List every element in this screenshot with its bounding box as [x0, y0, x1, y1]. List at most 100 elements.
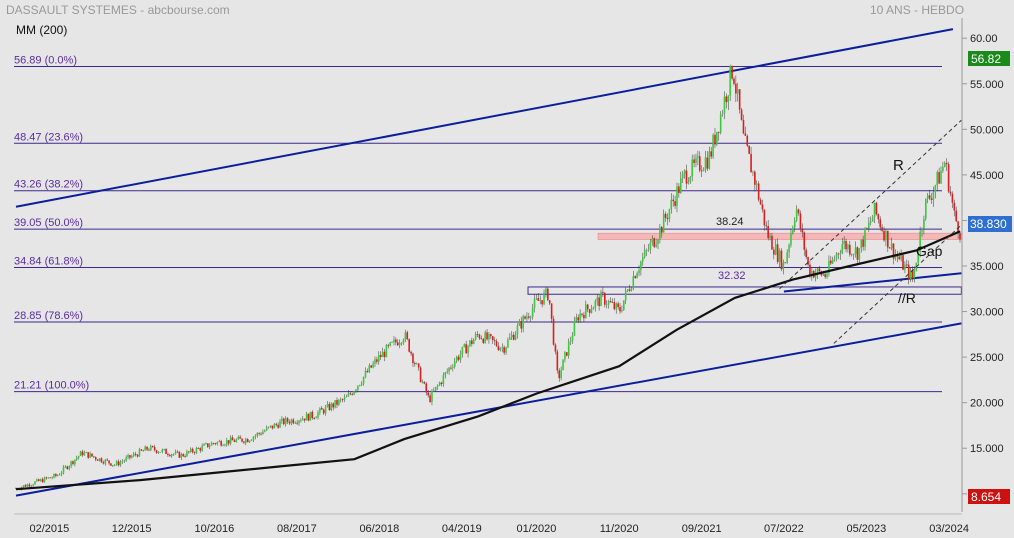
candle [262, 429, 264, 435]
candle [324, 404, 327, 416]
candle [670, 193, 673, 214]
candle [535, 294, 538, 301]
candle [106, 458, 108, 462]
candle [117, 459, 120, 467]
candle [757, 181, 760, 202]
candle [131, 454, 133, 459]
candle [374, 356, 376, 367]
candle [509, 333, 511, 341]
candle [482, 338, 485, 345]
y-tick-label: 30.000 [970, 307, 1004, 319]
candle [286, 417, 289, 425]
candle [788, 243, 790, 258]
candle [871, 215, 874, 222]
candle [339, 397, 342, 403]
channel-lines [779, 119, 962, 344]
candle [400, 342, 403, 346]
candle [716, 131, 718, 147]
candle [229, 435, 232, 446]
candle [269, 425, 272, 428]
candle [596, 294, 599, 306]
candle [679, 171, 682, 194]
moving-average-200-line [15, 230, 961, 491]
candle [497, 342, 500, 352]
candle [174, 449, 177, 455]
candle [495, 338, 498, 348]
candle [222, 443, 224, 447]
candle [328, 401, 331, 411]
candle [210, 441, 213, 446]
trend-line-upper-channel [15, 28, 954, 208]
candle [157, 451, 160, 455]
candle [885, 228, 887, 247]
chart-title: DASSAULT SYSTEMES - abcbourse.com [6, 3, 230, 17]
candle [640, 260, 642, 276]
candle [955, 206, 958, 222]
candle [807, 256, 809, 267]
candle [830, 256, 832, 266]
candle [51, 476, 53, 480]
fib-level-label: 56.89 (0.0%) [14, 55, 77, 67]
candle [355, 388, 357, 394]
annotation-gap: Gap [916, 243, 943, 259]
candle [926, 192, 929, 204]
candle [835, 251, 838, 262]
candle [438, 381, 441, 387]
candle [159, 451, 162, 453]
candle [381, 347, 384, 358]
candle [864, 227, 866, 251]
candle [505, 346, 507, 355]
candle [406, 330, 409, 341]
candle [748, 145, 750, 155]
candle [653, 237, 655, 249]
channel-line [833, 224, 962, 344]
candle [953, 199, 956, 217]
candle [446, 368, 448, 375]
candle [235, 438, 238, 443]
candle [773, 246, 775, 260]
candle [241, 438, 243, 443]
candle [212, 442, 215, 445]
candle [216, 441, 219, 446]
candle [528, 312, 530, 320]
candle [729, 64, 731, 101]
candle [121, 459, 124, 464]
candle [224, 443, 226, 447]
candle [275, 422, 278, 427]
candle [357, 385, 359, 393]
candle [436, 384, 439, 390]
volume-value: 8.654 [971, 490, 1001, 504]
candle [233, 438, 236, 443]
candle [372, 360, 374, 369]
candle [501, 343, 504, 353]
candle [366, 368, 369, 373]
candle [108, 460, 110, 466]
candle [207, 443, 209, 448]
candle [959, 231, 961, 243]
candle [66, 465, 69, 470]
candle [543, 289, 545, 306]
candle [843, 236, 845, 250]
candle [115, 460, 118, 466]
x-tick-label: 03/2024 [929, 523, 969, 535]
candle [391, 341, 393, 343]
candle [934, 184, 937, 199]
candle [476, 330, 479, 338]
y-tick-label: 15.000 [970, 443, 1004, 455]
support-label: 32.32 [718, 270, 746, 282]
candle [619, 302, 621, 314]
candle [793, 217, 796, 232]
candle [89, 451, 91, 459]
candle [322, 408, 325, 415]
candle [761, 199, 764, 213]
candle [742, 114, 745, 135]
candle [227, 440, 230, 446]
candle [79, 450, 82, 457]
x-tick-label: 07/2022 [764, 523, 804, 535]
candle [396, 339, 399, 346]
candle [178, 451, 181, 459]
candle [727, 95, 730, 111]
candle [902, 252, 904, 271]
candle [691, 154, 693, 182]
